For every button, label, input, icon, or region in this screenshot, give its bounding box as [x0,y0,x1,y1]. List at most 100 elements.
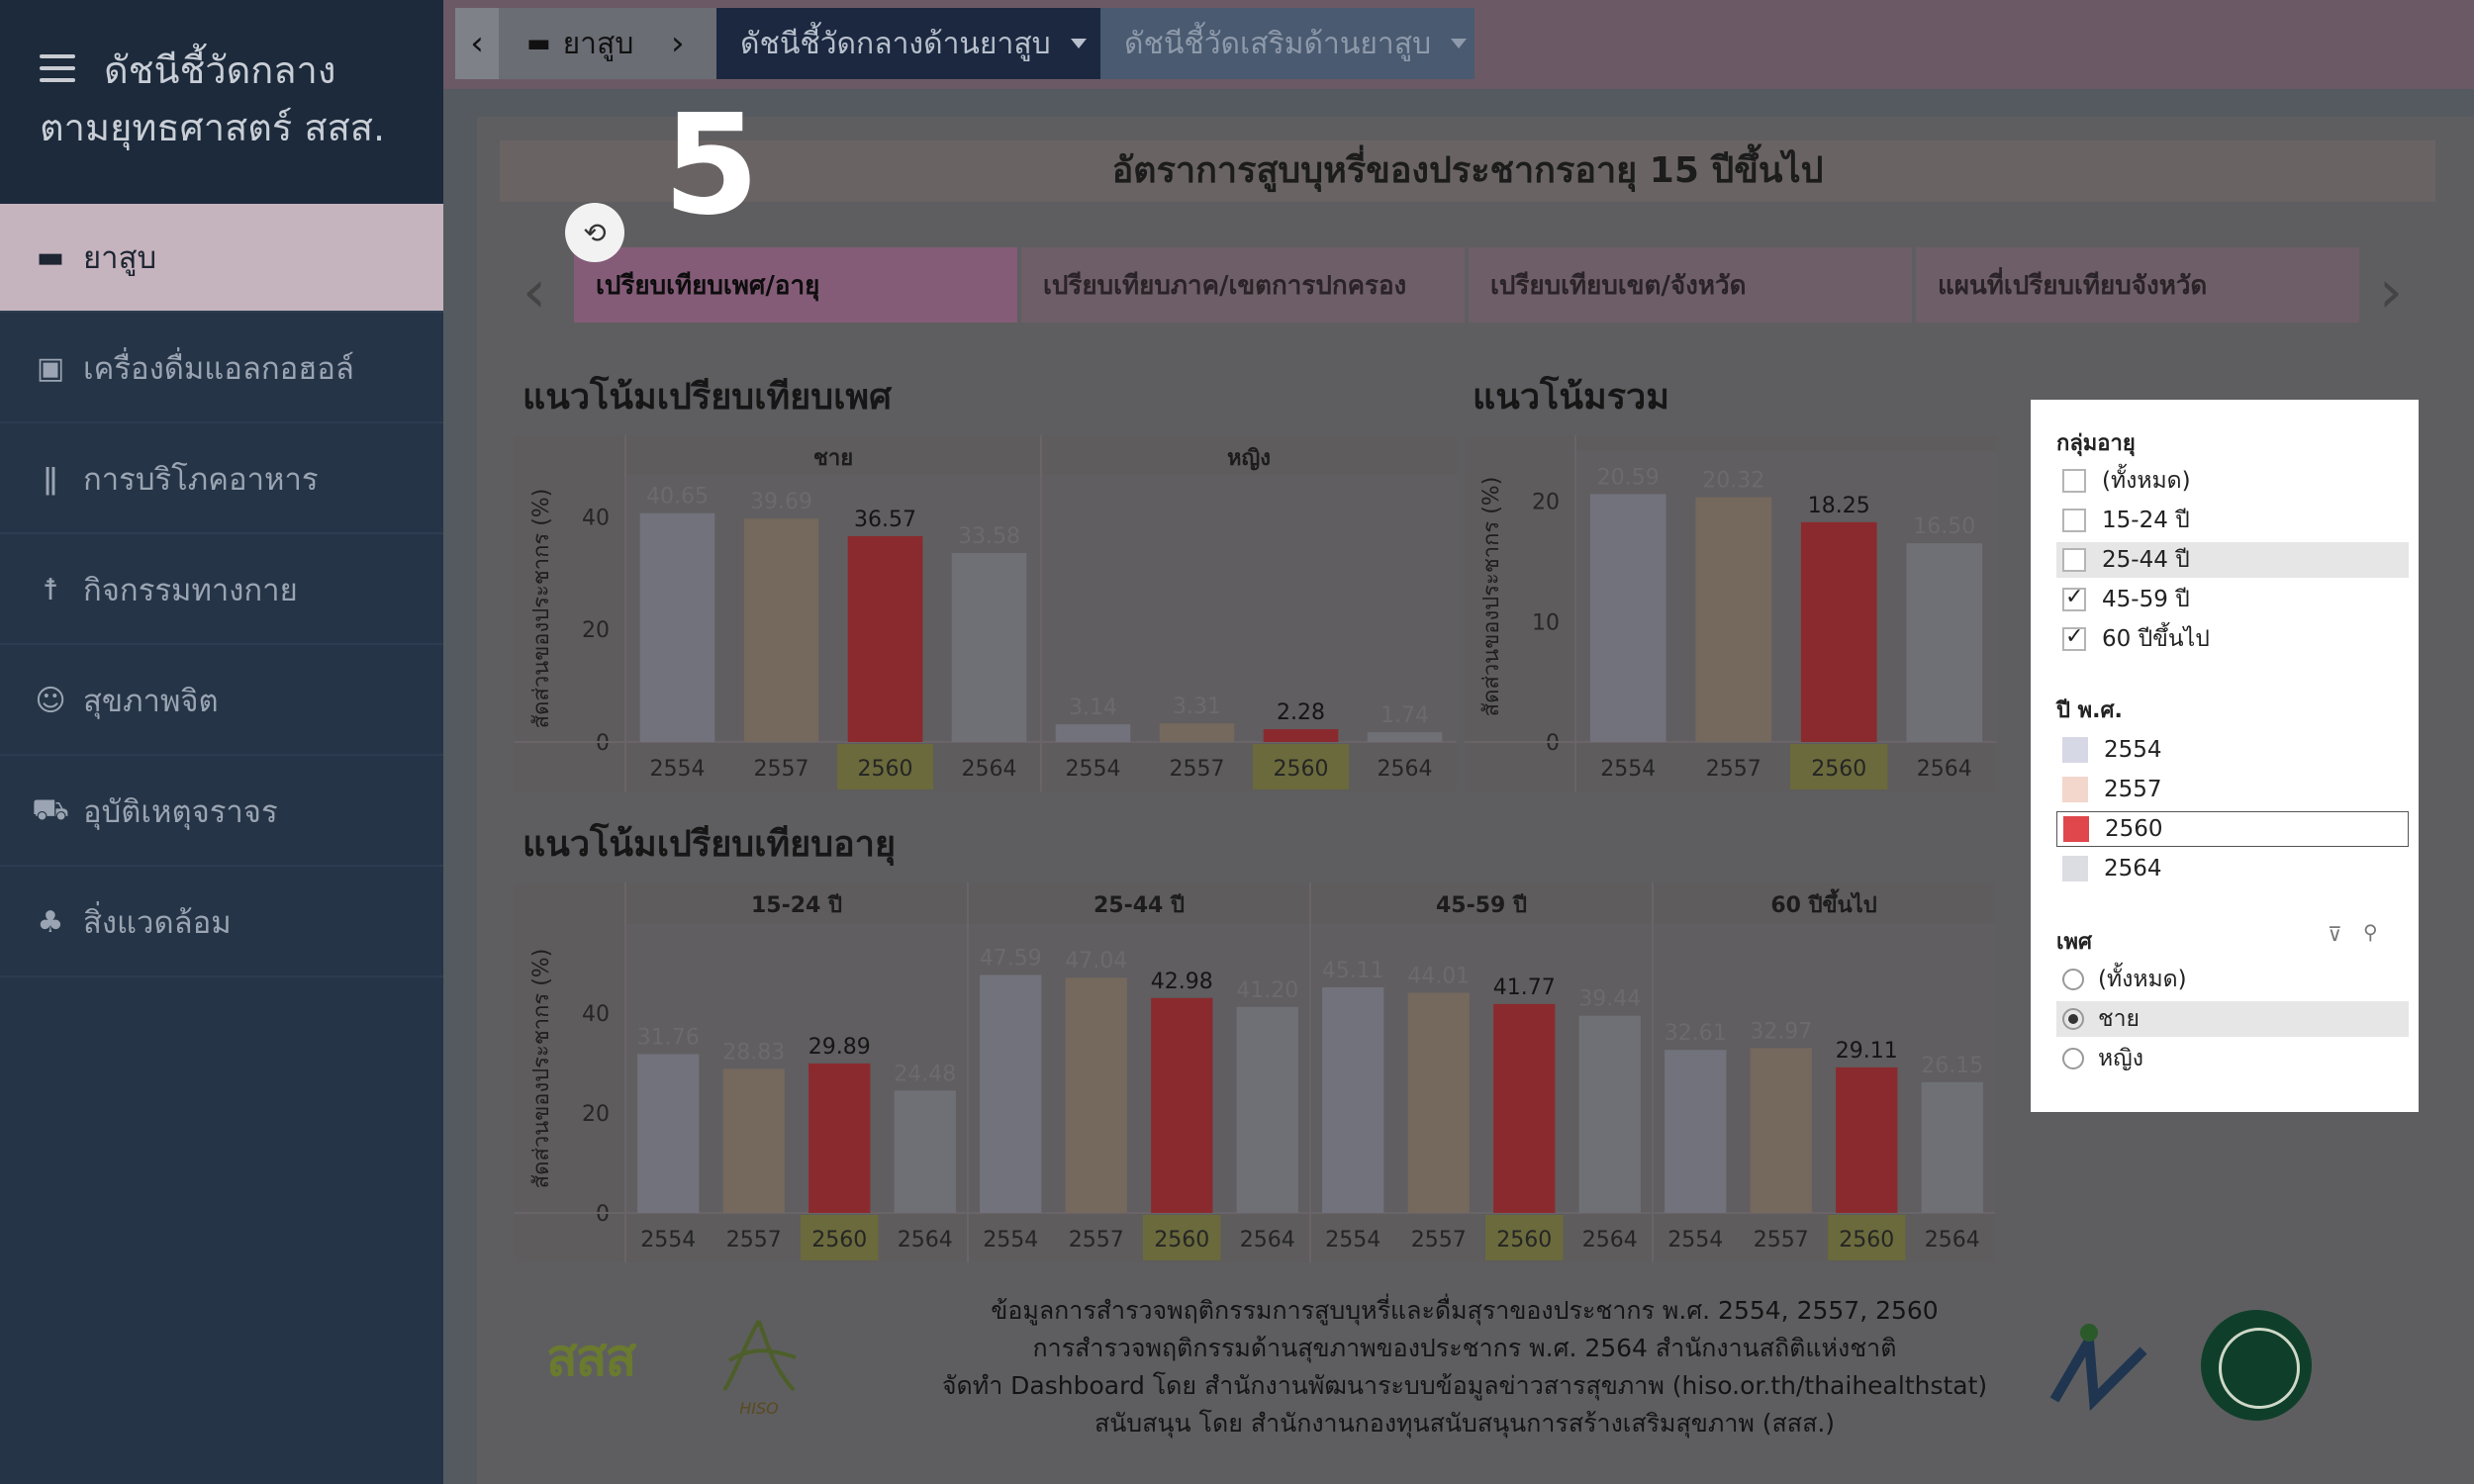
filter-age-all[interactable]: (ทั้งหมด) [2056,463,2409,499]
chart-sex-trend: สัดส่วนของประชากร (%) 0 20 40 ชาย 40.65 2554 39… [515,435,1457,791]
sidebar-item-label: สิ่งแวดล้อม [83,905,232,941]
clear-filter-icon[interactable]: ⊽ [2328,922,2342,946]
walking-icon: ☨ [42,572,59,607]
footer-line: การสำรวจพฤติกรรมด้านสุขภาพของประชากร พ.ศ… [1032,1334,1897,1362]
filter-option-label: (ทั้งหมด) [2102,468,2191,494]
partner-logo-mark [2049,1324,2147,1412]
x-tick-label: 2557 [1754,1228,1809,1252]
sidebar-item-alcohol[interactable]: ▣ เครื่องดื่มแอลกอฮอล์ [0,315,443,423]
tab-map[interactable]: แผนที่เปรียบเทียบจังหวัด [1916,247,2359,323]
x-tick-label: 2560 [1839,1228,1894,1252]
breadcrumb-home-label: ยาสูบ [562,26,634,61]
cigarette-icon: ▬ [526,29,551,58]
filter-sex-title: เพศ [2056,930,2092,955]
x-tick-label: 2560 [1154,1228,1209,1252]
data-label: 2.28 [1277,700,1325,725]
cigarette-icon: ▬ [36,239,65,275]
sidebar-item-food[interactable]: ǁ การบริโภคอาหาร [0,425,443,534]
sidebar-item-traffic[interactable]: ⛟ อุบัติเหตุจราจร [0,758,443,867]
hamburger-menu-icon[interactable] [40,54,75,86]
y-tick-label: 40 [582,506,610,530]
filter-option-label: หญิง [2098,1046,2143,1071]
legend-year-2564[interactable]: 2564 [2056,851,2409,886]
legend-year-2554[interactable]: 2554 [2056,732,2409,768]
tab-sex-age[interactable]: เปรียบเทียบเพศ/อายุ [574,247,1017,323]
data-label: 47.59 [980,946,1042,971]
x-tick-highlight [1828,1215,1906,1260]
tab-province[interactable]: เปรียบเทียบเขต/จังหวัด [1469,247,1912,323]
legend-label: 2560 [2105,816,2163,842]
legend-year-2560[interactable]: 2560 [2056,811,2409,847]
x-tick-label: 2560 [811,1228,867,1252]
caret-down-icon [1451,39,1468,48]
filter-age-45-59[interactable]: 45-59 ปี [2056,582,2409,617]
filter-option-label: (ทั้งหมด) [2098,967,2187,992]
chevron-left-icon: ‹ [470,24,484,63]
x-tick-label: 2554 [983,1228,1038,1252]
x-tick-label: 2554 [1600,757,1656,782]
smile-icon: ☺ [35,683,66,718]
bar [951,552,1027,742]
search-icon[interactable]: ⚲ [2363,920,2378,944]
data-label: 20.32 [1702,469,1764,494]
sidebar-item-label: สุขภาพจิต [83,684,219,719]
x-tick-highlight [1253,744,1349,789]
y-tick-label: 0 [1546,731,1560,756]
legend-year-2557[interactable]: 2557 [2056,772,2409,807]
back-button[interactable]: ‹ [455,8,499,79]
bar [1151,997,1213,1213]
filter-sex-all[interactable]: (ทั้งหมด) [2056,962,2409,997]
sidebar-header [0,0,443,204]
sidebar-item-mental[interactable]: ☺ สุขภาพจิต [0,647,443,756]
data-label: 24.48 [894,1062,956,1086]
x-tick-highlight [837,744,933,789]
tutorial-step-number: 5 [663,85,760,246]
sidebar-item-tobacco[interactable]: ▬ ยาสูบ [0,204,443,313]
chevron-right-icon[interactable]: › [2379,257,2403,326]
x-tick-label: 2564 [898,1228,953,1252]
data-label: 20.59 [1597,465,1660,490]
sidebar-item-label: การบริโภคอาหาร [83,462,319,498]
x-tick-label: 2557 [1706,757,1761,782]
tree-icon: ♣ [37,904,64,940]
data-label: 33.58 [958,524,1020,549]
app-title-line2: ตามยุทธศาสตร์ สสส. [40,106,386,149]
dashboard-title: อัตราการสูบบุหรี่ของประชากรอายุ 15 ปีขึ้… [1111,150,1824,191]
bar [847,535,923,742]
x-tick-label: 2560 [1811,757,1866,782]
data-label: 28.83 [722,1040,785,1065]
beer-icon: ▣ [36,350,65,386]
bar [1263,729,1339,742]
x-tick-label: 2554 [1066,757,1121,782]
panel-header: ชาย [813,446,853,471]
filter-option-label: 25-44 ปี [2102,547,2190,573]
data-label: 44.01 [1407,965,1470,989]
chevron-left-icon[interactable]: ‹ [523,257,546,326]
filter-age-15-24[interactable]: 15-24 ปี [2056,503,2409,538]
filter-sex-female[interactable]: หญิง [2056,1041,2409,1076]
footer-line: สนับสนุน โดย สำนักงานกองทุนสนับสนุนการสร… [1094,1409,1836,1438]
refresh-icon[interactable]: ⟲ [565,203,624,262]
x-tick-label: 2564 [1240,1228,1295,1252]
car-crash-icon: ⛟ [32,791,69,827]
filter-age-25-44[interactable]: 25-44 ปี [2056,542,2409,578]
sidebar-item-physical[interactable]: ☨ กิจกรรมทางกาย [0,536,443,645]
legend-swatch [2063,816,2089,842]
tab-region[interactable]: เปรียบเทียบภาค/เขตการปกครอง [1021,247,1465,323]
data-label: 32.97 [1750,1019,1812,1044]
filter-sex-male[interactable]: ชาย [2056,1001,2409,1037]
checkbox-icon [2062,509,2086,532]
radio-icon [2062,969,2084,990]
x-tick-label: 2564 [962,757,1017,782]
filter-age-60plus[interactable]: 60 ปีขึ้นไป [2056,621,2409,657]
checkbox-checked-icon [2062,624,2086,651]
panel-header: 45-59 ปี [1436,893,1527,918]
checkbox-checked-icon [2062,585,2086,611]
tab-core-indicators[interactable]: ดัชนีชี้วัดกลางด้านยาสูบ [716,8,1100,79]
sidebar-item-environment[interactable]: ♣ สิ่งแวดล้อม [0,869,443,977]
tab-extra-indicators[interactable]: ดัชนีชี้วัดเสริมด้านยาสูบ [1100,8,1475,79]
panel-header: 60 ปีขึ้นไป [1770,888,1876,918]
breadcrumb-home[interactable]: ▬ ยาสูบ [526,8,633,79]
footer-line: ข้อมูลการสำรวจพฤติกรรมการสูบบุหรี่และดื่… [991,1296,1939,1325]
x-tick-label: 2560 [1496,1228,1552,1252]
